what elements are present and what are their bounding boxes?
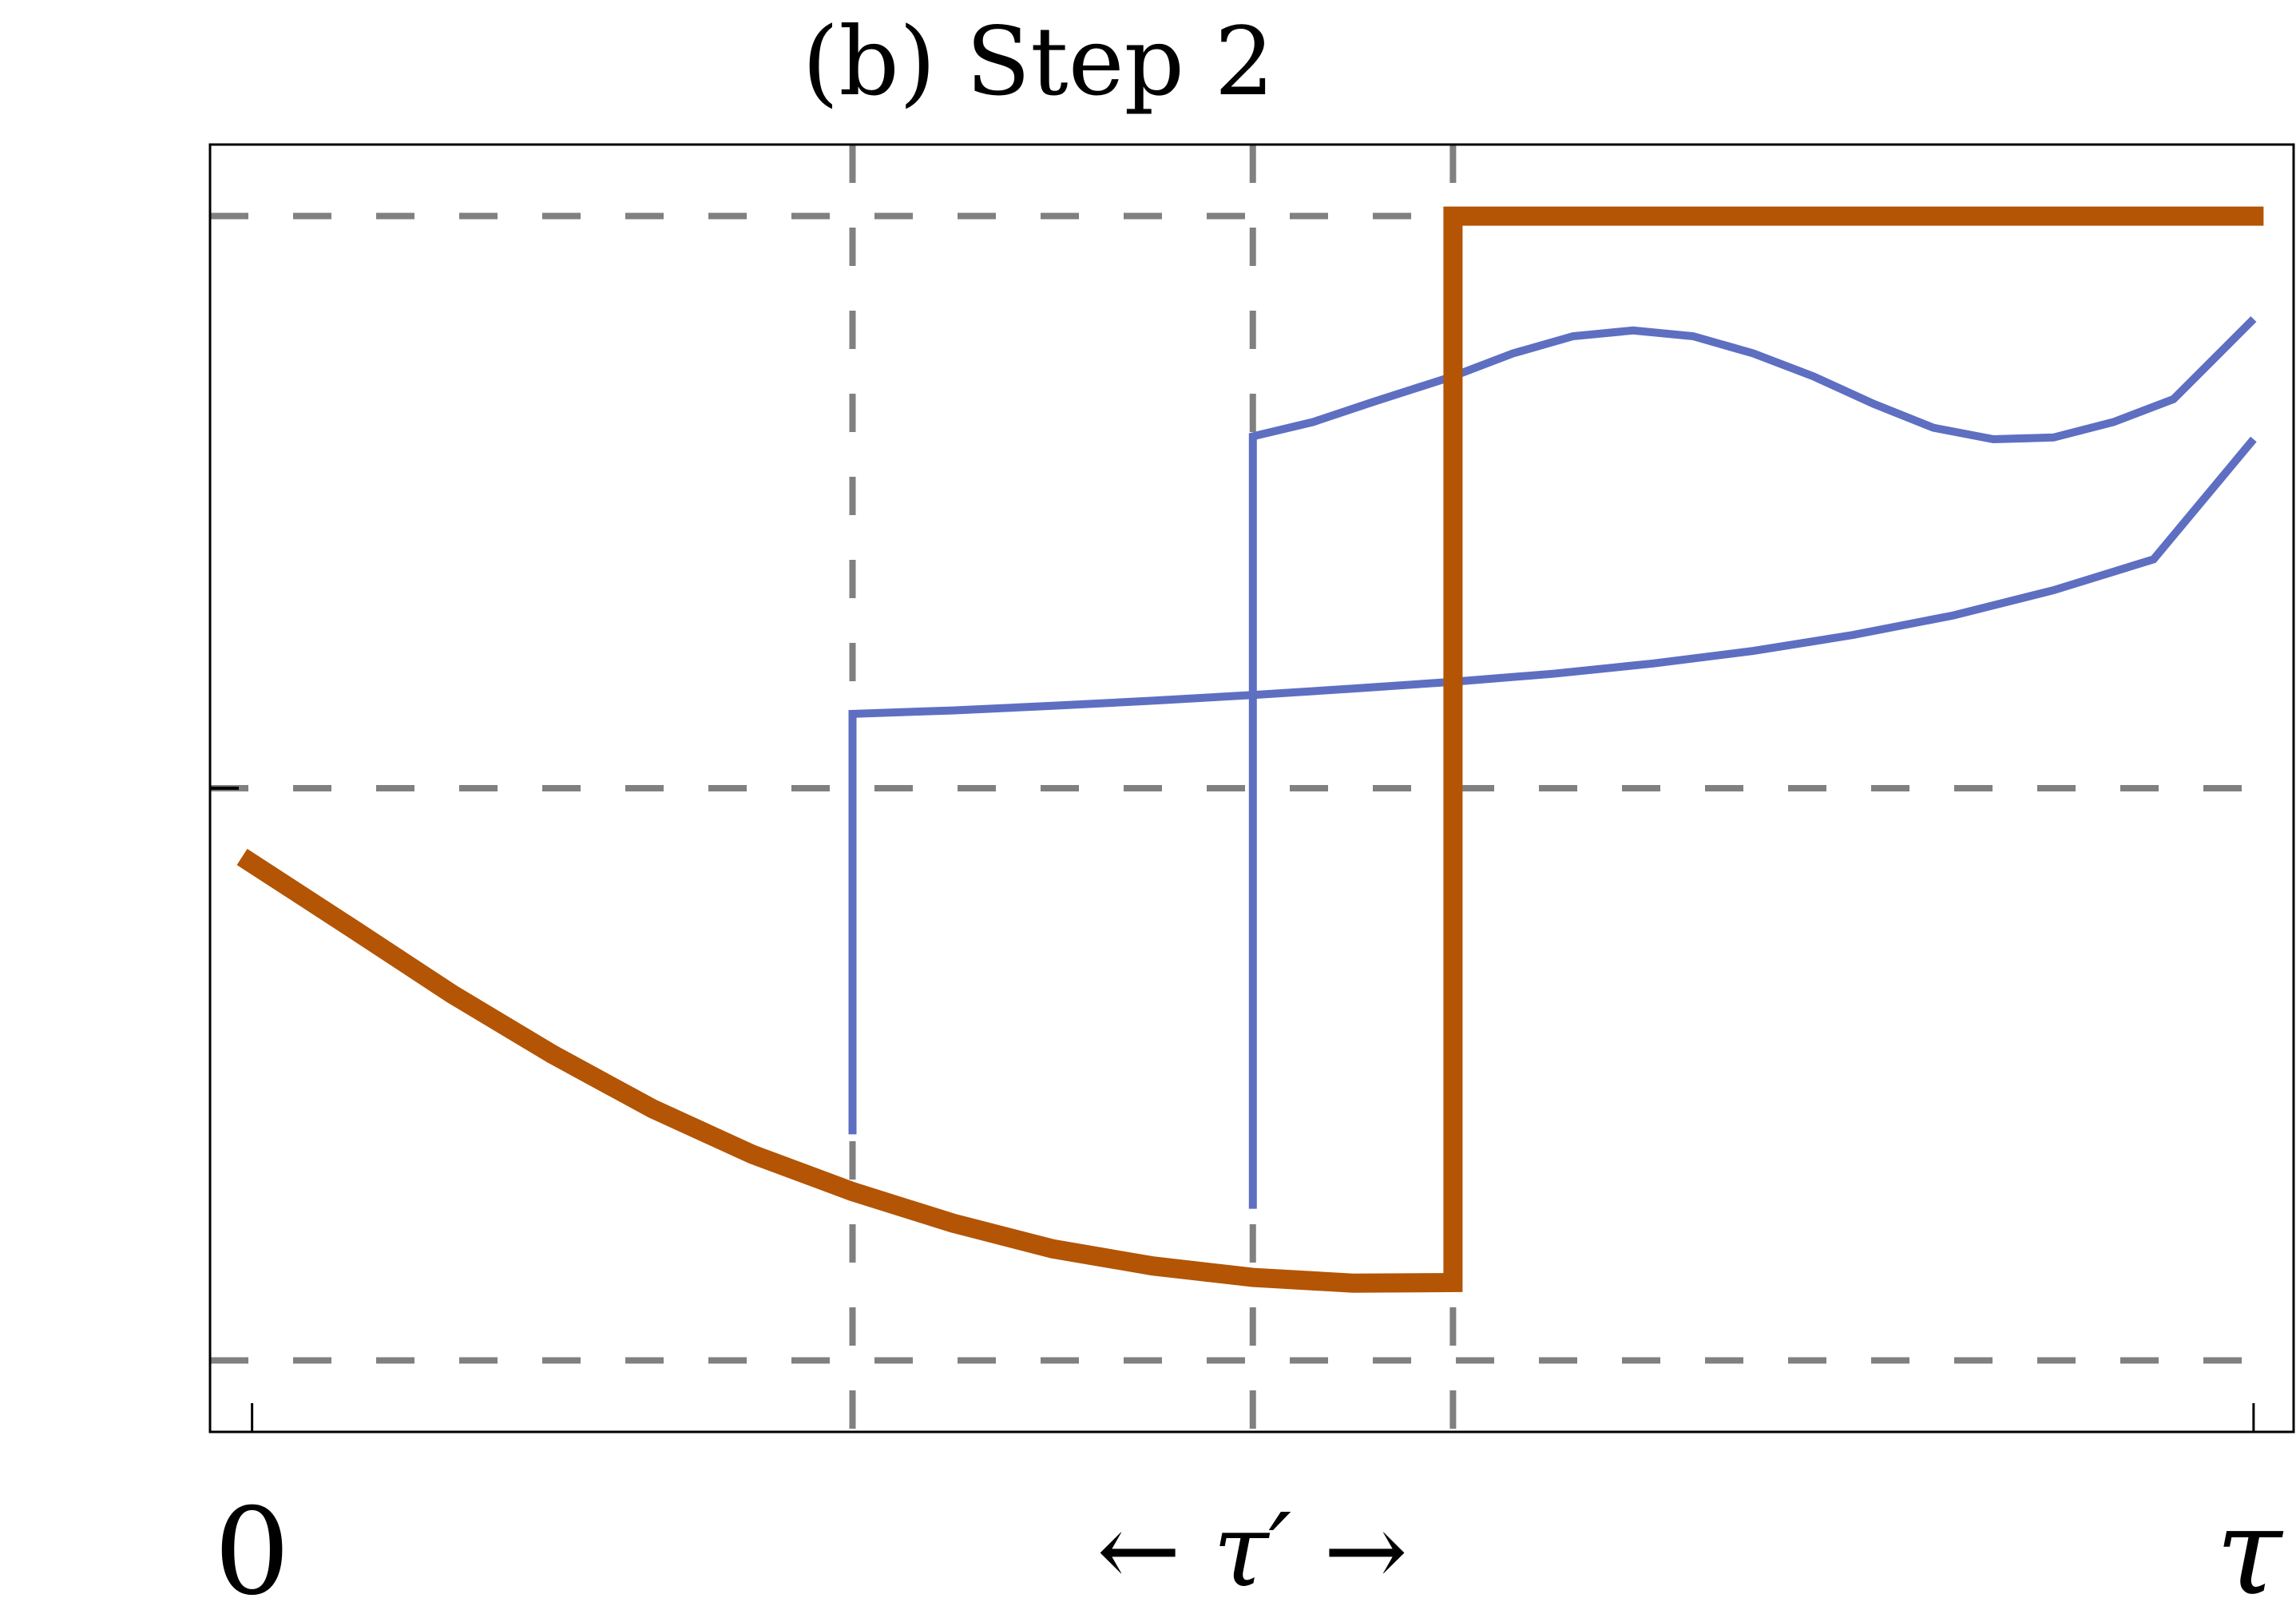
series-line-2 bbox=[1248, 315, 2257, 1209]
grid-layer bbox=[210, 145, 2254, 1432]
series-line-1 bbox=[848, 436, 2257, 1135]
tau-prime-label: ← τ′ → bbox=[1096, 1492, 1408, 1606]
series-layer bbox=[236, 206, 2264, 1293]
x-tick-label-0: 0 bbox=[214, 1483, 290, 1606]
x-tick-label-1: τ bbox=[2215, 1483, 2283, 1606]
chart-title: (b) Step 2 bbox=[802, 6, 1274, 117]
series-line-0 bbox=[236, 206, 2264, 1293]
